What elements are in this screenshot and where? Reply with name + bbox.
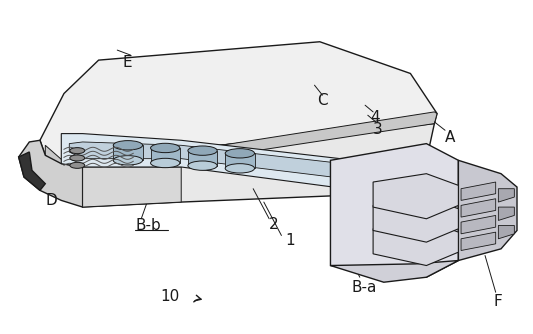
- Polygon shape: [40, 42, 437, 179]
- Text: 4: 4: [370, 110, 380, 125]
- Polygon shape: [458, 160, 517, 261]
- Polygon shape: [19, 152, 45, 190]
- Text: 1: 1: [285, 233, 295, 248]
- Text: B-b: B-b: [136, 218, 161, 233]
- Text: A: A: [445, 130, 455, 145]
- Ellipse shape: [70, 155, 85, 161]
- Polygon shape: [69, 142, 373, 182]
- Text: 3: 3: [373, 122, 383, 137]
- Text: 2: 2: [269, 217, 279, 232]
- Text: F: F: [493, 294, 502, 309]
- Polygon shape: [373, 174, 458, 219]
- Polygon shape: [498, 225, 514, 239]
- Ellipse shape: [150, 143, 180, 153]
- Polygon shape: [45, 112, 437, 179]
- Polygon shape: [461, 215, 496, 234]
- Polygon shape: [498, 207, 514, 220]
- Polygon shape: [373, 197, 458, 242]
- Polygon shape: [19, 140, 83, 207]
- Polygon shape: [373, 220, 458, 266]
- Ellipse shape: [70, 148, 85, 154]
- Polygon shape: [225, 153, 255, 168]
- Polygon shape: [330, 144, 458, 277]
- Polygon shape: [83, 167, 181, 207]
- Polygon shape: [498, 189, 514, 202]
- Ellipse shape: [188, 161, 217, 170]
- Ellipse shape: [188, 146, 217, 155]
- Polygon shape: [113, 145, 143, 160]
- Ellipse shape: [70, 162, 85, 168]
- Text: E: E: [123, 55, 132, 70]
- Text: C: C: [317, 93, 328, 108]
- Polygon shape: [330, 261, 458, 282]
- Ellipse shape: [150, 158, 180, 168]
- Polygon shape: [150, 148, 180, 163]
- Ellipse shape: [225, 149, 255, 158]
- Ellipse shape: [113, 141, 143, 150]
- Text: D: D: [45, 193, 57, 208]
- Polygon shape: [461, 199, 496, 217]
- Polygon shape: [461, 232, 496, 250]
- Polygon shape: [72, 124, 434, 207]
- Polygon shape: [461, 182, 496, 200]
- Ellipse shape: [225, 164, 255, 173]
- Ellipse shape: [113, 156, 143, 165]
- Polygon shape: [188, 151, 217, 166]
- Text: B-a: B-a: [352, 280, 377, 295]
- Polygon shape: [61, 134, 384, 194]
- Text: 10: 10: [160, 289, 179, 304]
